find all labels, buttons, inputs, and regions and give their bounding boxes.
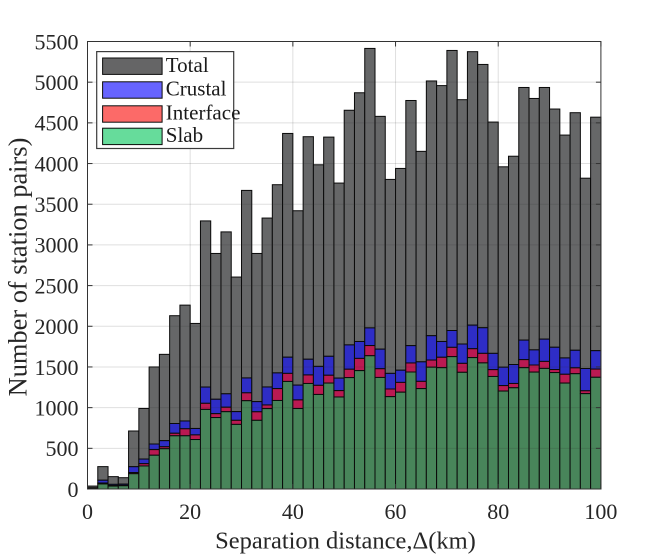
svg-text:3000: 3000: [35, 233, 79, 258]
svg-text:1500: 1500: [35, 355, 79, 380]
svg-text:Number of station pairs): Number of station pairs): [2, 138, 32, 397]
svg-text:5000: 5000: [35, 70, 79, 95]
svg-text:3500: 3500: [35, 192, 79, 217]
svg-text:4500: 4500: [35, 111, 79, 136]
svg-text:40: 40: [282, 499, 304, 524]
svg-text:0: 0: [68, 477, 79, 502]
svg-text:0: 0: [82, 499, 93, 524]
svg-text:2000: 2000: [35, 314, 79, 339]
svg-text:500: 500: [46, 436, 79, 461]
svg-text:Separation distance,Δ(km): Separation distance,Δ(km): [215, 528, 476, 554]
svg-text:60: 60: [385, 499, 407, 524]
svg-text:80: 80: [487, 499, 509, 524]
svg-text:20: 20: [179, 499, 201, 524]
svg-text:2500: 2500: [35, 273, 79, 298]
svg-text:Total: Total: [166, 53, 209, 77]
svg-text:Crustal: Crustal: [166, 77, 227, 101]
svg-text:Interface: Interface: [166, 101, 241, 125]
svg-text:Slab: Slab: [166, 123, 203, 147]
svg-text:1000: 1000: [35, 395, 79, 420]
svg-text:5500: 5500: [35, 29, 79, 54]
svg-text:100: 100: [584, 499, 617, 524]
svg-text:4000: 4000: [35, 151, 79, 176]
